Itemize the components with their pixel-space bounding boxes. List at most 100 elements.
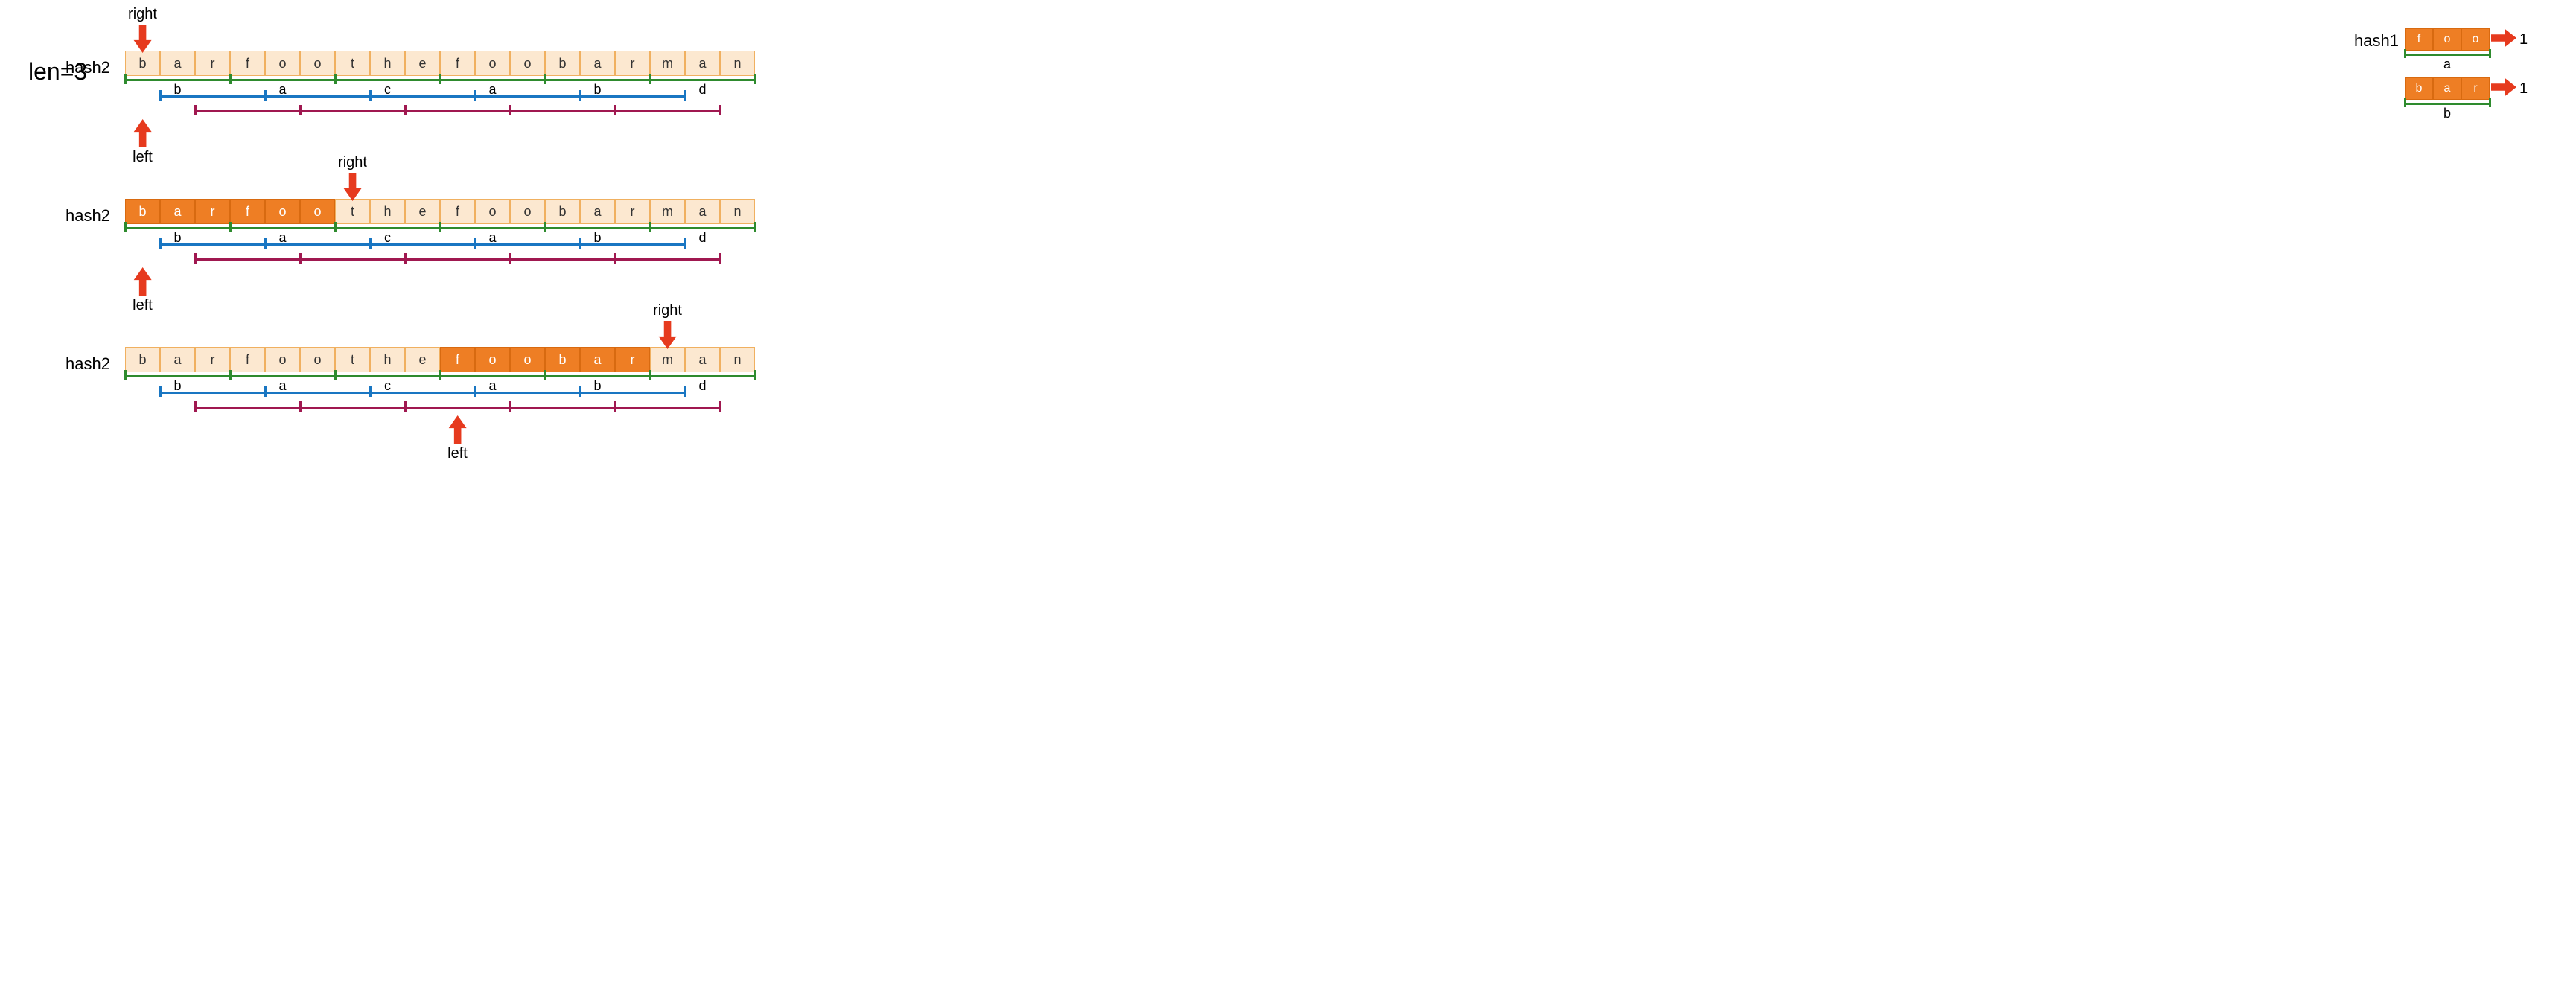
char-cell: a	[160, 199, 195, 224]
char-cell: n	[720, 347, 755, 372]
ruler-seg-label: a	[278, 230, 286, 246]
char-cell: m	[650, 199, 685, 224]
right-label: right	[128, 6, 157, 23]
hash1-entry: hash1fooa1	[2354, 28, 2540, 51]
char-cell: b	[545, 51, 580, 76]
char-cell: o	[300, 199, 335, 224]
char-cell: r	[195, 51, 230, 76]
hash2-label: hash2	[66, 206, 110, 226]
char-cell: m	[650, 51, 685, 76]
hash1-value: 1	[2519, 80, 2528, 98]
char-cell: a	[580, 51, 615, 76]
char-cell: f	[230, 51, 265, 76]
hash2-label: hash2	[66, 58, 110, 77]
char-cell: n	[720, 199, 755, 224]
ruler-seg-label: c	[384, 82, 391, 98]
left-pointer: left	[133, 119, 153, 166]
hash1-panel: hash1fooa1barb1	[2354, 28, 2540, 127]
hash1-cell: f	[2405, 28, 2433, 51]
ruler-seg-label: b	[173, 82, 181, 98]
char-row: barfoothefoobarman	[125, 347, 755, 372]
char-row: barfoothefoobarman	[125, 199, 755, 224]
hash1-cell: o	[2461, 28, 2490, 51]
char-cell: o	[475, 51, 510, 76]
right-pointer: right	[128, 6, 157, 53]
left-label: left	[133, 149, 153, 166]
char-cell: e	[405, 347, 440, 372]
state: hash2barfoothefoobarmanbacabdrightleft	[125, 169, 2548, 276]
char-cell: a	[685, 51, 720, 76]
char-cell: a	[685, 199, 720, 224]
left-pointer: left	[133, 267, 153, 314]
ruler-seg-label: d	[698, 378, 706, 394]
ruler-seg-label: d	[698, 230, 706, 246]
char-cell: e	[405, 199, 440, 224]
char-cell: h	[370, 51, 405, 76]
left-pointer: left	[447, 415, 468, 462]
ruler-seg-label: a	[278, 82, 286, 98]
ruler-seg-label: b	[173, 378, 181, 394]
char-cell: a	[160, 347, 195, 372]
hash1-cell: r	[2461, 77, 2490, 100]
right-pointer: right	[653, 302, 682, 349]
states-column: hash2barfoothefoobarmanbacabdrightleftha…	[125, 21, 2548, 424]
char-cell: f	[230, 199, 265, 224]
char-cell: r	[195, 199, 230, 224]
hash1-cell: a	[2433, 77, 2461, 100]
char-cell: r	[615, 347, 650, 372]
char-cell: f	[440, 347, 475, 372]
ruler-seg-label: a	[2443, 57, 2451, 72]
right-label: right	[338, 154, 367, 171]
char-cell: o	[265, 199, 300, 224]
char-cell: o	[475, 199, 510, 224]
left-label: left	[447, 445, 468, 462]
char-row: barfoothefoobarman	[125, 51, 755, 76]
char-cell: o	[475, 347, 510, 372]
char-cell: b	[125, 199, 160, 224]
hash1-value: 1	[2519, 31, 2528, 48]
char-cell: a	[685, 347, 720, 372]
char-cell: r	[615, 51, 650, 76]
ruler-seg-label: b	[593, 230, 601, 246]
hash2-label: hash2	[66, 354, 110, 374]
char-cell: o	[265, 51, 300, 76]
char-cell: a	[160, 51, 195, 76]
ruler-seg-label: d	[698, 82, 706, 98]
char-cell: h	[370, 347, 405, 372]
char-cell: o	[300, 347, 335, 372]
ruler-seg-label: a	[488, 82, 496, 98]
char-cell: n	[720, 51, 755, 76]
char-cell: b	[545, 199, 580, 224]
char-cell: f	[440, 199, 475, 224]
state: hash2barfoothefoobarmanbacabdrightleft	[125, 21, 2548, 128]
char-cell: h	[370, 199, 405, 224]
char-cell: a	[580, 199, 615, 224]
ruler-seg-label: c	[384, 378, 391, 394]
ruler-seg-label: a	[278, 378, 286, 394]
hash1-cell: o	[2433, 28, 2461, 51]
char-cell: o	[510, 51, 545, 76]
char-cell: t	[335, 347, 370, 372]
maps-to-arrow	[2491, 29, 2516, 51]
char-cell: o	[510, 199, 545, 224]
ruler-seg-label: b	[593, 82, 601, 98]
left-label: left	[133, 297, 153, 314]
char-cell: f	[440, 51, 475, 76]
ruler-seg-label: b	[173, 230, 181, 246]
char-cell: t	[335, 199, 370, 224]
state: hash2barfoothefoobarmanbacabdrightleft	[125, 317, 2548, 424]
char-cell: f	[230, 347, 265, 372]
hash1-label: hash1	[2354, 31, 2399, 51]
char-cell: b	[125, 51, 160, 76]
char-cell: m	[650, 347, 685, 372]
right-pointer: right	[338, 154, 367, 201]
char-cell: o	[300, 51, 335, 76]
ruler-seg-label: b	[593, 378, 601, 394]
ruler-seg-label: c	[384, 230, 391, 246]
char-cell: a	[580, 347, 615, 372]
char-cell: o	[265, 347, 300, 372]
char-cell: r	[615, 199, 650, 224]
char-cell: o	[510, 347, 545, 372]
hash1-cell: b	[2405, 77, 2433, 100]
char-cell: b	[125, 347, 160, 372]
